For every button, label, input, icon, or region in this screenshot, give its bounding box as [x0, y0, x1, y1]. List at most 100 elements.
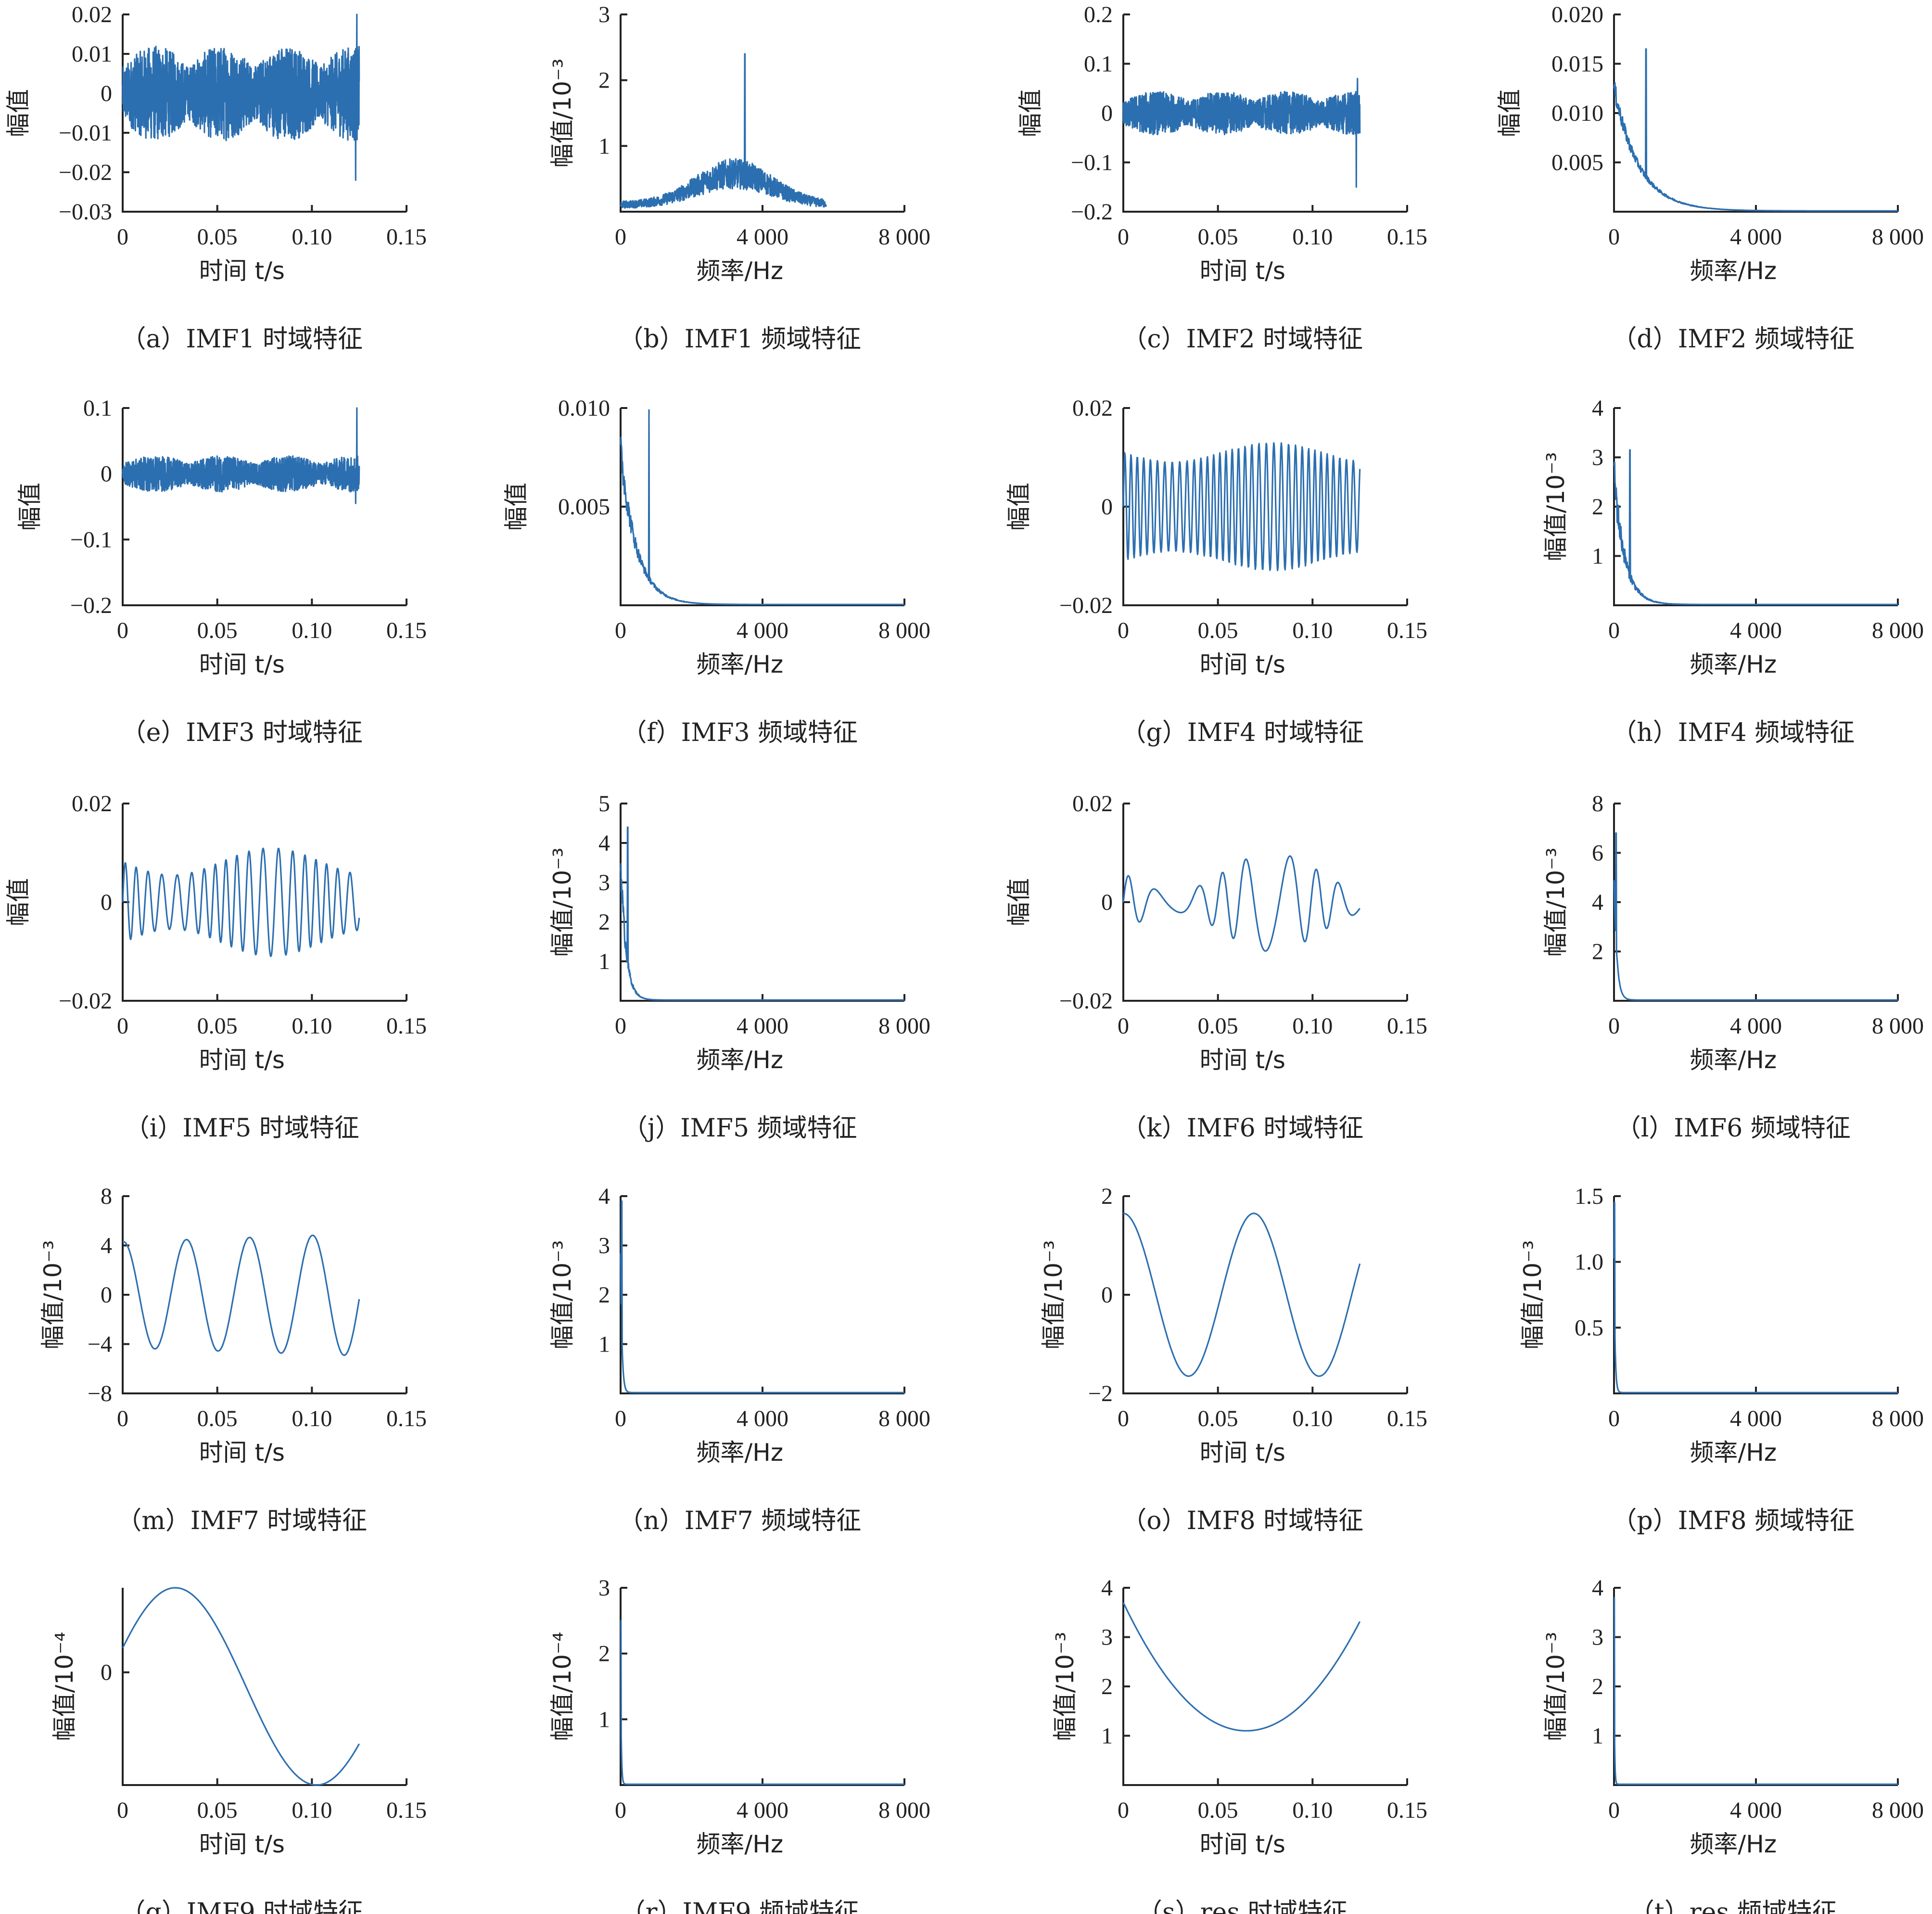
x-tick-label: 4 000	[737, 1013, 788, 1039]
x-tick-label: 0.15	[386, 618, 427, 643]
subplot-r: 0 4 000 8 000 3 2 1 频率/Hz 幅值/10⁻⁴ （r）IMF9 频域特征	[548, 1575, 930, 1914]
y-tick-label: −0.01	[59, 120, 112, 146]
subplot-c: 0 0.05 0.10 0.150.20.10−0.1−0.2时间 t/s幅值（c）I…	[1017, 2, 1427, 354]
caption-j: （j）IMF5 频域特征	[623, 1114, 857, 1143]
y-tick-label: 4	[1101, 1575, 1113, 1601]
y-tick-label: 1	[1101, 1723, 1113, 1749]
y-tick-label: 6	[1592, 841, 1603, 866]
y-tick-label: 0.005	[558, 494, 610, 520]
x-axis-label: 频率/Hz	[1690, 651, 1777, 678]
series-line-q	[122, 1587, 360, 1786]
x-tick-label: 4 000	[737, 224, 788, 250]
subplot-f: 0 4 000 8 000 0.010 0.005 频率/Hz 幅值 （f）IMF3 频域特征	[502, 396, 930, 747]
y-tick-label: 0	[1101, 1282, 1113, 1308]
axes-s	[1122, 1588, 1407, 1786]
y-tick-label: 3	[598, 870, 610, 895]
x-tick-label: 0.05	[197, 224, 238, 250]
x-tick-label: 0.15	[386, 1013, 427, 1039]
y-tick-label: 0	[101, 890, 112, 915]
x-tick-label: 8 000	[878, 1798, 930, 1823]
series-line-l	[1613, 832, 1898, 1001]
y-tick-label: 2	[1101, 1674, 1113, 1699]
x-axis-label: 时间 t/s	[1200, 651, 1285, 678]
y-tick-label: −0.2	[70, 593, 112, 618]
x-tick-label: 8 000	[878, 618, 930, 643]
y-tick-label: 4	[1592, 890, 1603, 915]
y-tick-label: 0.020	[1551, 2, 1603, 27]
y-tick-label: 1	[1592, 1723, 1603, 1749]
caption-p: （p）IMF8 频域特征	[1612, 1506, 1855, 1535]
y-tick-label: 4	[101, 1233, 112, 1259]
x-tick-label: 0.15	[386, 1798, 427, 1823]
x-axis-label: 频率/Hz	[1690, 257, 1777, 285]
x-axis-label: 频率/Hz	[696, 1439, 783, 1467]
y-tick-label: 0	[1101, 101, 1113, 126]
y-axis-label: 幅值/10⁻³	[1542, 848, 1570, 957]
caption-h: （h）IMF4 频域特征	[1612, 718, 1855, 747]
subplot-p: 0 4 000 8 000 1.5 1.0 0.5 频率/Hz 幅值/10⁻³ （p）IMF8 …	[1519, 1184, 1924, 1535]
x-tick-label: 0.05	[1198, 1798, 1238, 1823]
y-tick-label: −0.02	[59, 988, 112, 1014]
series-line-c	[1122, 77, 1361, 188]
caption-i: （i）IMF5 时域特征	[125, 1114, 359, 1143]
x-tick-label: 0	[1608, 1013, 1620, 1039]
y-tick-label: 0.1	[83, 396, 112, 421]
subplot-t: 0 4 000 8 000 4 3 2 1 频率/Hz 幅值/10⁻³ （t）res 频域特征	[1542, 1575, 1924, 1914]
caption-k: （k）IMF6 时域特征	[1121, 1114, 1363, 1143]
caption-n: （n）IMF7 频域特征	[618, 1506, 861, 1535]
y-tick-label: 4	[1592, 1575, 1603, 1601]
y-tick-label: 2	[1592, 1674, 1603, 1699]
caption-l: （l）IMF6 频域特征	[1616, 1114, 1851, 1143]
x-tick-label: 0	[1118, 1013, 1129, 1039]
x-tick-label: 0.10	[292, 1013, 332, 1039]
y-tick-label: −0.1	[1071, 150, 1113, 176]
x-axis-label: 时间 t/s	[199, 1439, 285, 1467]
y-tick-label: −0.02	[1059, 988, 1113, 1014]
subplot-a: 0 0.05 0.10 0.15 0.02 0.01 0 −0.01 −0.02 −0.03 时间 …	[4, 2, 427, 354]
y-tick-label: 0.010	[1551, 101, 1603, 126]
series-line-g	[1122, 442, 1361, 572]
x-axis-label: 时间 t/s	[1200, 1830, 1285, 1858]
x-axis-label: 时间 t/s	[199, 257, 285, 285]
y-tick-label: −0.1	[70, 527, 112, 552]
x-axis-label: 时间 t/s	[1200, 1439, 1285, 1467]
axes-j	[620, 804, 904, 1002]
y-tick-label: 0	[101, 1660, 112, 1685]
y-tick-label: 5	[598, 791, 610, 817]
x-tick-label: 0	[1118, 1406, 1129, 1431]
x-axis-label: 时间 t/s	[1200, 257, 1285, 285]
x-axis-label: 时间 t/s	[199, 651, 285, 678]
y-axis-label: 幅值/10⁻³	[1051, 1632, 1079, 1741]
y-tick-label: 0	[1101, 890, 1113, 915]
y-axis-label: 幅值/10⁻⁴	[51, 1632, 78, 1741]
y-tick-label: 0	[101, 81, 112, 106]
caption-f: （f）IMF3 频域特征	[622, 718, 858, 747]
x-tick-label: 0.10	[292, 1798, 332, 1823]
x-tick-label: 8 000	[1872, 618, 1924, 643]
x-tick-label: 8 000	[878, 1406, 930, 1431]
y-tick-label: 3	[1101, 1625, 1113, 1650]
y-axis-label: 幅值/10⁻³	[1542, 1632, 1570, 1741]
y-tick-label: 3	[598, 2, 610, 27]
x-tick-label: 0.10	[1292, 1013, 1333, 1039]
y-axis-label: 幅值/10⁻³	[548, 59, 576, 168]
series-line-k	[1122, 855, 1360, 952]
x-tick-label: 0	[1118, 224, 1129, 250]
caption-c: （c）IMF2 时域特征	[1122, 325, 1363, 354]
y-axis-label: 幅值	[1017, 89, 1044, 137]
x-tick-label: 0	[1608, 618, 1620, 643]
y-tick-label: 0.01	[72, 41, 112, 67]
y-tick-label: 3	[598, 1233, 610, 1259]
x-tick-label: 0	[117, 1406, 128, 1431]
axes-q	[122, 1588, 407, 1786]
x-tick-label: 0	[117, 224, 128, 250]
y-tick-label: −2	[1088, 1381, 1113, 1406]
y-tick-label: 0.02	[72, 2, 112, 27]
caption-s: （s）res 时域特征	[1137, 1898, 1348, 1914]
y-axis-label: 幅值/10⁻³	[548, 1240, 576, 1350]
x-tick-label: 0.05	[1198, 1406, 1238, 1431]
y-tick-label: 4	[1592, 396, 1603, 421]
y-tick-label: 0.2	[1084, 2, 1113, 27]
y-tick-label: 0	[1101, 494, 1113, 520]
